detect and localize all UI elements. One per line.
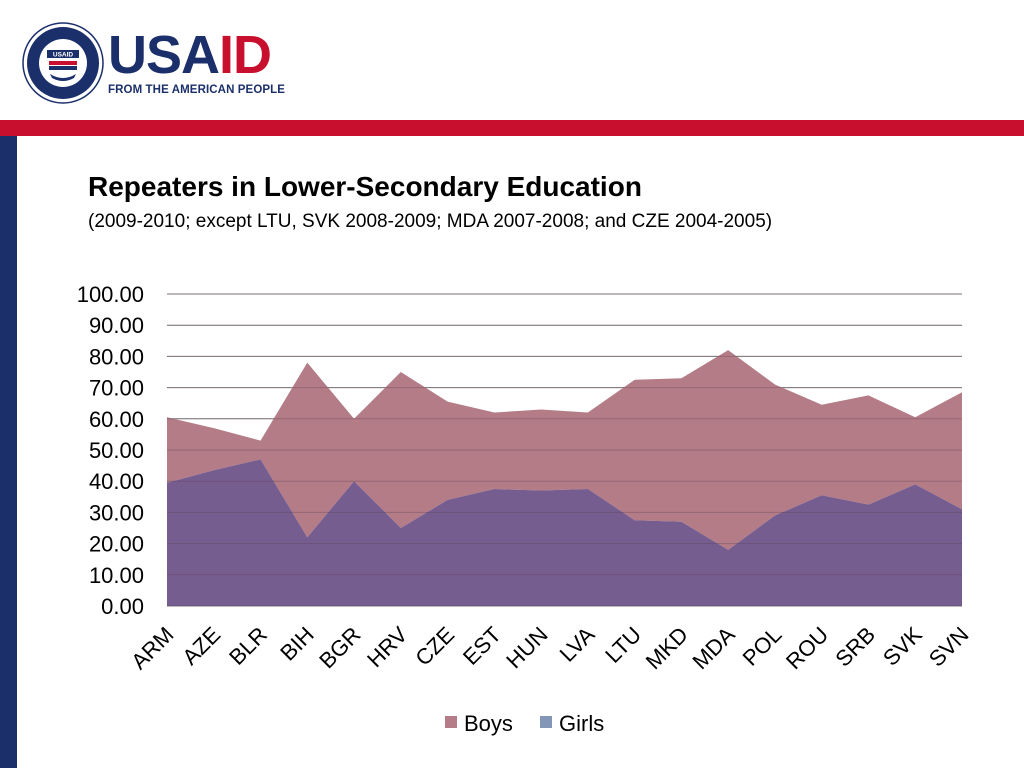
brand-name: USAID <box>108 25 272 85</box>
y-tick-label: 40.00 <box>89 469 144 494</box>
legend-label-boys: Boys <box>464 711 513 736</box>
header <box>0 0 1024 120</box>
y-tick-label: 60.00 <box>89 407 144 432</box>
y-tick-label: 50.00 <box>89 438 144 463</box>
y-tick-label: 20.00 <box>89 532 144 557</box>
x-tick-label: BLR <box>224 622 272 670</box>
usaid-seal-logo: USAID <box>22 22 104 104</box>
legend-swatch-boys <box>445 716 457 728</box>
x-tick-label: HRV <box>362 622 412 672</box>
x-tick-label: EST <box>458 622 506 670</box>
y-tick-label: 100.00 <box>77 282 144 307</box>
area-chart: 0.00 10.00 20.00 30.00 40.00 50.00 60.00 70.00 8… <box>77 282 974 736</box>
x-tick-label: LTU <box>600 622 646 668</box>
y-tick-label: 0.00 <box>101 594 144 619</box>
y-tick-label: 80.00 <box>89 344 144 369</box>
series-boys-area <box>167 350 962 550</box>
x-tick-label: SRB <box>830 622 880 672</box>
legend: Boys Girls <box>445 711 604 736</box>
chart-subtitle: (2009-2010; except LTU, SVK 2008-2009; M… <box>88 211 773 232</box>
y-tick-label: 10.00 <box>89 563 144 588</box>
x-tick-label: BGR <box>314 622 365 673</box>
x-tick-label: AZE <box>177 622 225 670</box>
area-series <box>167 293 962 607</box>
legend-swatch-girls <box>540 716 552 728</box>
usaid-wordmark: USAID FROM THE AMERICAN PEOPLE <box>108 28 285 96</box>
x-tick-label: ARM <box>126 622 178 674</box>
x-tick-label: SVK <box>878 622 927 671</box>
x-tick-label: MKD <box>641 622 693 674</box>
y-tick-label: 30.00 <box>89 500 144 525</box>
y-tick-label: 70.00 <box>89 376 144 401</box>
x-tick-label: LVA <box>555 622 600 667</box>
x-tick-label: MDA <box>687 622 739 674</box>
header-red-bar <box>0 120 1024 136</box>
x-tick-label: SVN <box>924 622 974 672</box>
y-axis: 0.00 10.00 20.00 30.00 40.00 50.00 60.00 70.00 8… <box>77 282 144 619</box>
x-tick-label: ROU <box>781 622 833 674</box>
left-navy-bar <box>0 136 17 768</box>
x-tick-label: BIH <box>275 622 319 666</box>
x-tick-label: HUN <box>501 622 552 673</box>
y-tick-label: 90.00 <box>89 313 144 338</box>
x-tick-label: POL <box>738 622 787 671</box>
x-tick-label: CZE <box>410 622 459 671</box>
chart-title: Repeaters in Lower-Secondary Education <box>88 171 642 202</box>
svg-text:USAID: USAID <box>53 52 74 59</box>
legend-label-girls: Girls <box>559 711 604 736</box>
brand-tagline: FROM THE AMERICAN PEOPLE <box>108 84 286 96</box>
series-girls-area <box>167 459 962 606</box>
